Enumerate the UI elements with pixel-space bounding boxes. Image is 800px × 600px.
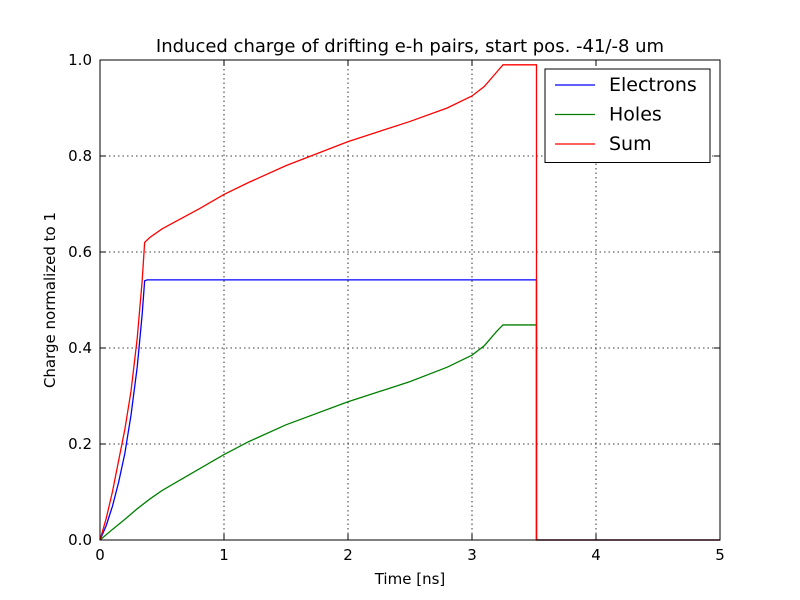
series-line-sum	[99, 64, 720, 541]
y-axis-label: Charge normalized to 1	[41, 212, 59, 388]
grid	[100, 60, 720, 540]
plot-lines	[99, 64, 720, 541]
legend-label: Sum	[609, 133, 652, 155]
x-axis-label: Time [ns]	[374, 570, 446, 588]
y-tick-label: 0.2	[68, 435, 92, 453]
x-tick-label: 1	[219, 546, 229, 564]
x-tick-label: 2	[343, 546, 353, 564]
x-tick-label: 0	[95, 546, 105, 564]
y-tick-label: 1.0	[68, 51, 92, 69]
y-tick-label: 0.0	[68, 531, 92, 549]
series-line-holes	[99, 324, 720, 541]
x-tick-label: 4	[591, 546, 601, 564]
plot-frame	[99, 59, 721, 541]
y-tick-label: 0.8	[68, 147, 92, 165]
legend-label: Electrons	[609, 74, 697, 96]
legend-label: Holes	[609, 104, 662, 126]
x-tick-label: 3	[467, 546, 477, 564]
chart-title: Induced charge of drifting e-h pairs, st…	[156, 36, 664, 57]
y-tick-label: 0.4	[68, 339, 92, 357]
legend: Electrons Holes Sum	[544, 68, 711, 163]
y-tick-label: 0.6	[68, 243, 92, 261]
x-tick-label: 5	[715, 546, 725, 564]
axis-ticks: 0 1 2 3 4 5 0.0 0.2 0.4 0.6 0.8 1.0	[68, 51, 725, 564]
